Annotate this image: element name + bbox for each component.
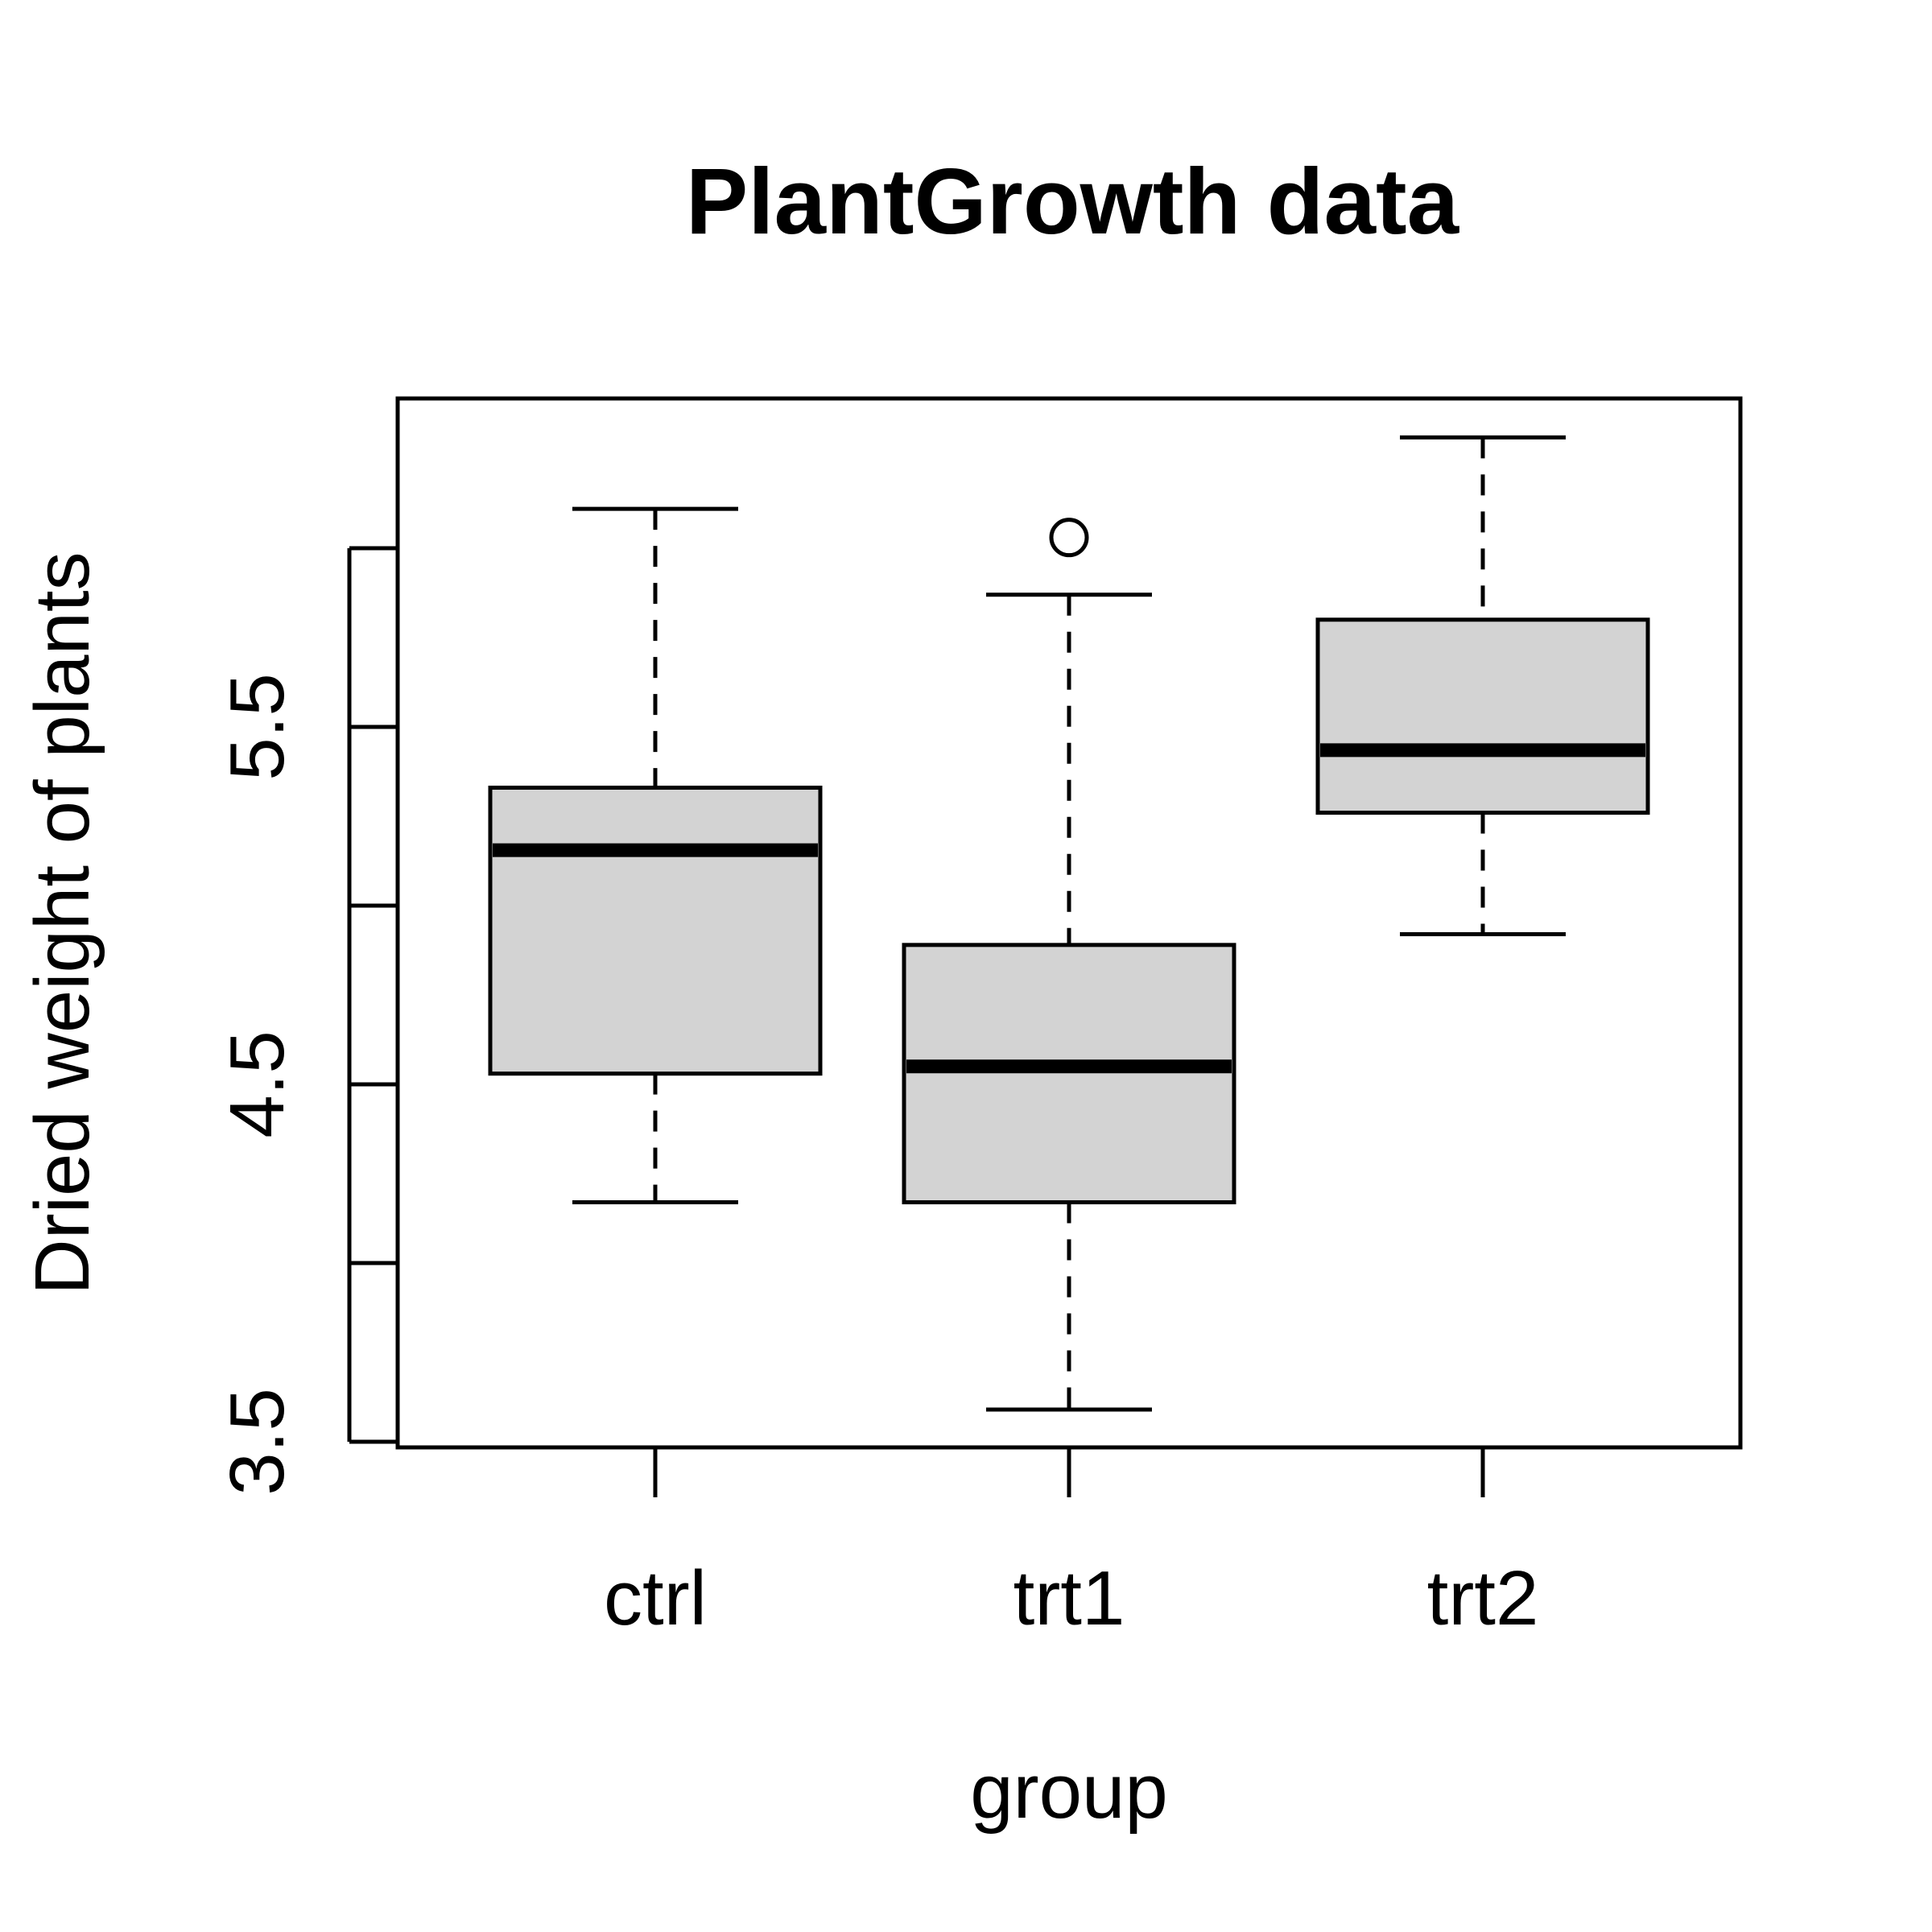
- x-tick-label-ctrl: ctrl: [604, 1555, 707, 1641]
- iqr-box: [488, 785, 823, 1076]
- iqr-box: [902, 943, 1236, 1205]
- x-tick-label-trt2: trt2: [1427, 1555, 1539, 1641]
- box-series: [488, 435, 1650, 1412]
- y-axis-label: Dried weight of plants: [19, 551, 105, 1294]
- x-axis-label: group: [970, 1748, 1168, 1835]
- y-tick-label: 3.5: [214, 1388, 300, 1495]
- y-tick-label: 4.5: [214, 1030, 300, 1137]
- outlier-point: [1049, 518, 1089, 558]
- box-ctrl: [488, 506, 823, 1205]
- box-trt1: [902, 518, 1236, 1412]
- y-tick-label: 5.5: [214, 673, 300, 780]
- x-tick-label-trt1: trt1: [1013, 1555, 1125, 1641]
- x-axis: ctrl trt1 trt2: [604, 1447, 1538, 1641]
- iqr-box: [1315, 617, 1650, 815]
- chart-title: PlantGrowth data: [686, 149, 1460, 254]
- box-trt2: [1315, 435, 1650, 937]
- y-axis: 3.5 4.5 5.5: [214, 546, 398, 1496]
